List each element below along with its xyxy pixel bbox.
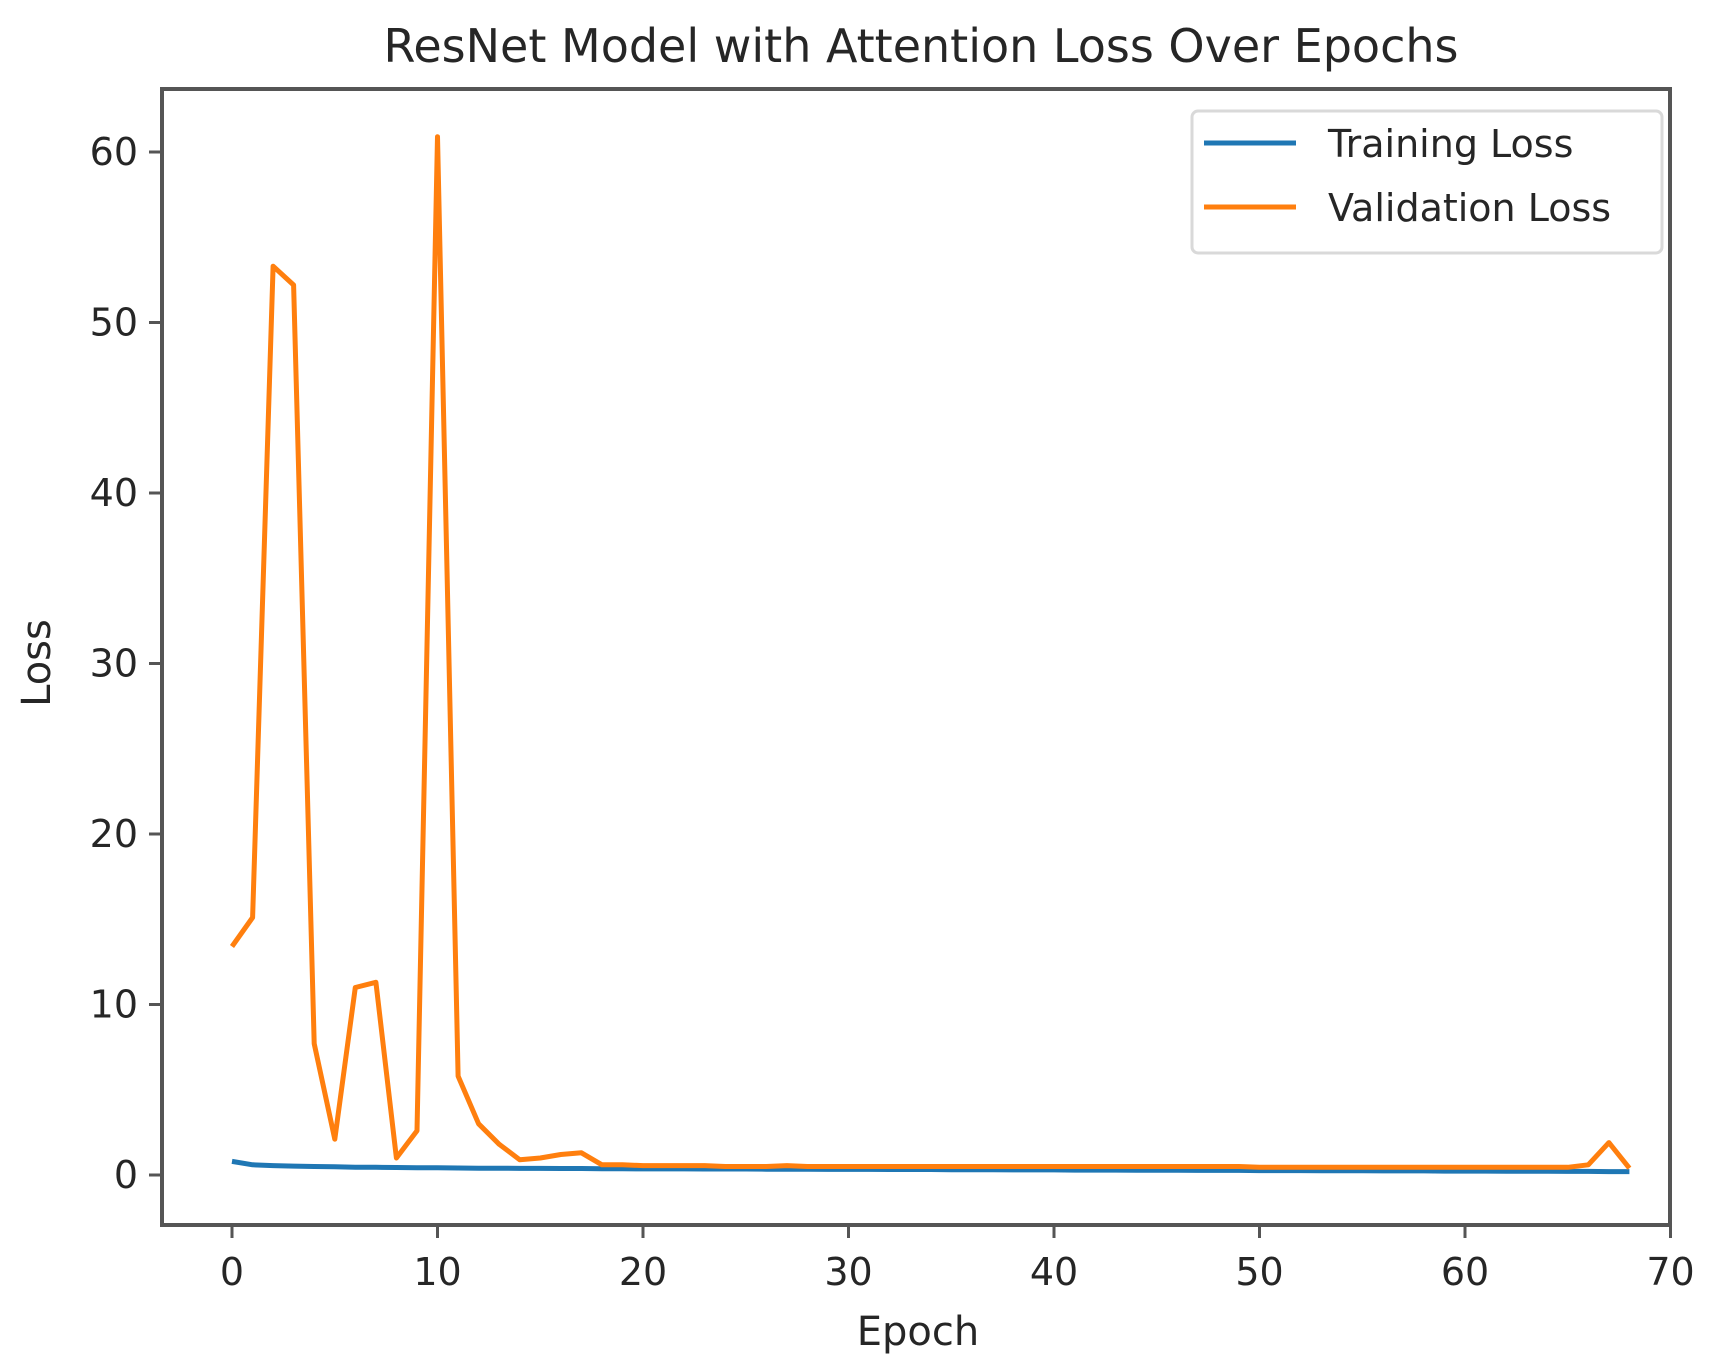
legend-box (1190, 109, 1664, 255)
y-tick-label: 10 (90, 983, 138, 1027)
legend-label-training: Training Loss (1327, 122, 1573, 166)
x-tick-label: 40 (1030, 1250, 1078, 1294)
x-tick-label: 0 (220, 1250, 244, 1294)
series-line-training-loss (231, 1158, 1630, 1175)
y-axis: 0 10 20 30 40 50 60 (90, 130, 162, 1197)
axes-background (162, 89, 1670, 1225)
legend-label-validation: Validation Loss (1328, 186, 1611, 230)
y-tick-label: 0 (114, 1153, 138, 1197)
y-tick-label: 40 (90, 471, 138, 515)
chart-title: ResNet Model with Attention Loss Over Ep… (383, 19, 1458, 73)
y-tick-label: 20 (90, 812, 138, 856)
x-axis-label: Epoch (857, 1309, 979, 1355)
x-tick-label: 10 (413, 1250, 461, 1294)
y-tick-label: 60 (90, 130, 138, 174)
plot-area (160, 87, 1672, 1227)
y-tick-label: 50 (90, 301, 138, 345)
x-tick-label: 30 (824, 1250, 872, 1294)
x-tick-label: 70 (1646, 1250, 1694, 1294)
x-tick-label: 50 (1235, 1250, 1283, 1294)
x-tick-label: 60 (1441, 1250, 1489, 1294)
y-tick-label: 30 (90, 642, 138, 686)
axes-frame (160, 87, 1672, 1227)
series-layer (229, 134, 1632, 1175)
series-line-validation-loss (229, 134, 1632, 1170)
y-axis-label: Loss (14, 619, 60, 707)
x-tick-label: 20 (619, 1250, 667, 1294)
legend: Training Loss Validation Loss (1190, 109, 1664, 255)
x-axis: 0 10 20 30 40 50 60 70 (220, 1225, 1695, 1294)
